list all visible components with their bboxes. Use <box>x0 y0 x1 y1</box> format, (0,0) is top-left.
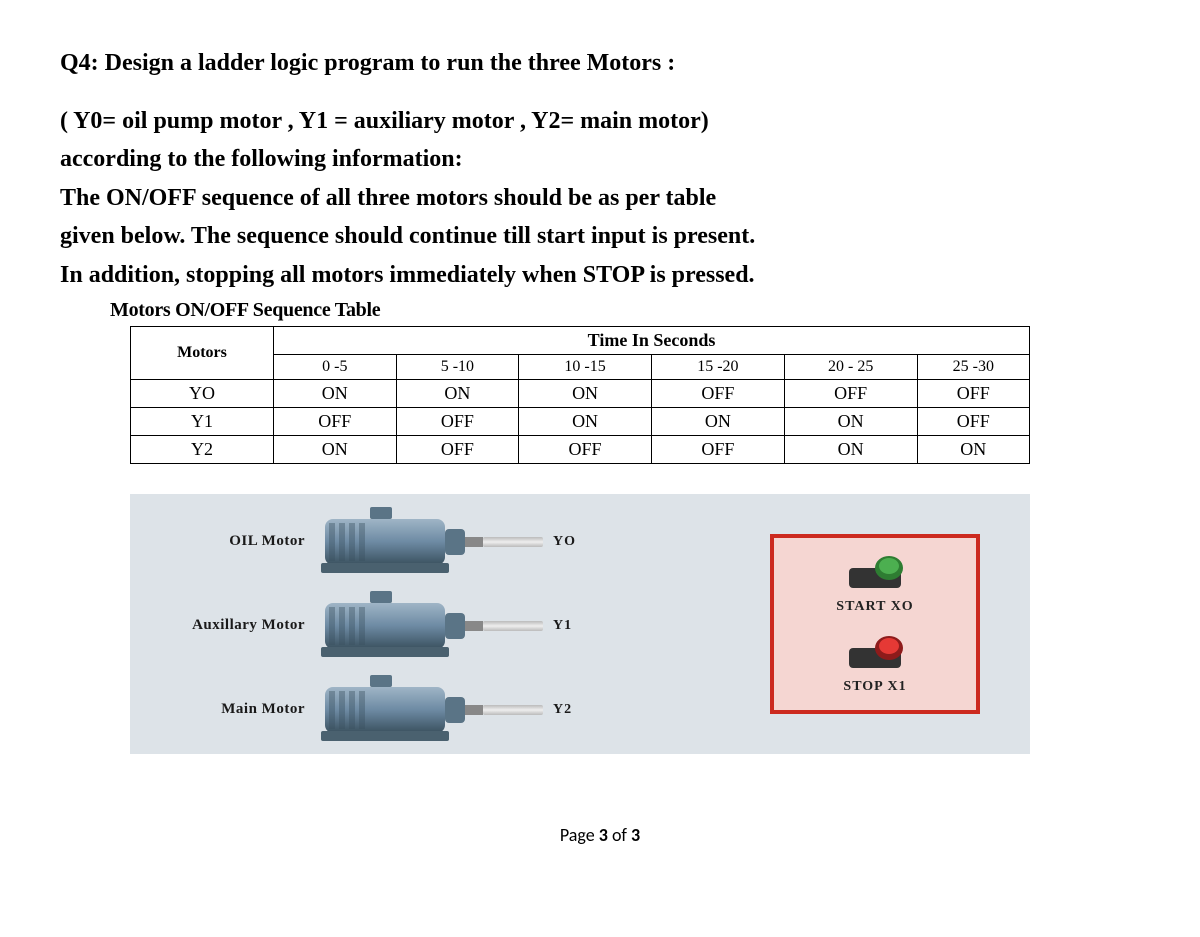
question-line-5: In addition, stopping all motors immedia… <box>60 259 1140 291</box>
row-1-c2: ON <box>519 407 652 435</box>
row-0-c2: ON <box>519 379 652 407</box>
oil-motor-label: OIL Motor <box>130 533 315 550</box>
footer-mid: of <box>608 824 631 846</box>
aux-motor-label: Auxillary Motor <box>130 617 315 634</box>
row-2-c2: OFF <box>519 435 652 463</box>
row-2-c3: OFF <box>651 435 784 463</box>
time-col-0: 0 -5 <box>274 354 397 379</box>
output-yo: YO <box>553 534 576 550</box>
pipe-icon <box>483 705 543 715</box>
button-panel: START XO STOP X1 <box>770 534 980 714</box>
table-row: Y1 OFF OFF ON ON ON OFF <box>131 407 1030 435</box>
row-0-motor: YO <box>131 379 274 407</box>
motor-diagram: OIL Motor YO Auxillary Motor <box>130 494 1030 754</box>
table-corner: Motors <box>131 326 274 379</box>
motor-row-main: Main Motor Y2 <box>130 670 690 750</box>
motor-icon <box>315 589 485 663</box>
output-y2: Y2 <box>553 702 572 718</box>
row-2-c5: ON <box>917 435 1029 463</box>
row-0-c1: ON <box>396 379 519 407</box>
stop-button-icon <box>845 632 905 672</box>
row-1-c5: OFF <box>917 407 1029 435</box>
row-2-c4: ON <box>784 435 917 463</box>
time-col-5: 25 -30 <box>917 354 1029 379</box>
sequence-table: Motors Time In Seconds 0 -5 5 -10 10 -15… <box>130 326 1030 464</box>
time-col-3: 15 -20 <box>651 354 784 379</box>
time-col-4: 20 - 25 <box>784 354 917 379</box>
time-col-2: 10 -15 <box>519 354 652 379</box>
row-2-c0: ON <box>274 435 397 463</box>
question-line-2: according to the following information: <box>60 143 1140 175</box>
row-0-c0: ON <box>274 379 397 407</box>
time-header: Time In Seconds <box>274 326 1030 354</box>
start-label: START XO <box>836 599 913 615</box>
question-line-1: ( Y0= oil pump motor , Y1 = auxiliary mo… <box>60 105 1140 137</box>
footer-prefix: Page <box>560 824 599 846</box>
pipe-icon <box>483 621 543 631</box>
time-col-1: 5 -10 <box>396 354 519 379</box>
output-y1: Y1 <box>553 618 572 634</box>
question-title: Q4: Design a ladder logic program to run… <box>60 50 1140 77</box>
row-1-c4: ON <box>784 407 917 435</box>
pipe-icon <box>483 537 543 547</box>
row-1-motor: Y1 <box>131 407 274 435</box>
row-1-c1: OFF <box>396 407 519 435</box>
footer-total: 3 <box>631 824 640 846</box>
motor-icon <box>315 673 485 747</box>
stop-label: STOP X1 <box>843 679 906 695</box>
table-row: YO ON ON ON OFF OFF OFF <box>131 379 1030 407</box>
row-1-c0: OFF <box>274 407 397 435</box>
motor-row-oil: OIL Motor YO <box>130 502 690 582</box>
row-0-c5: OFF <box>917 379 1029 407</box>
table-row: Y2 ON OFF OFF OFF ON ON <box>131 435 1030 463</box>
main-motor-label: Main Motor <box>130 701 315 718</box>
row-2-motor: Y2 <box>131 435 274 463</box>
footer-current: 3 <box>599 824 608 846</box>
motor-row-aux: Auxillary Motor Y1 <box>130 586 690 666</box>
question-line-4: given below. The sequence should continu… <box>60 220 1140 252</box>
row-0-c3: OFF <box>651 379 784 407</box>
motor-icon <box>315 505 485 579</box>
table-caption: Motors ON/OFF Sequence Table <box>110 299 1140 322</box>
row-0-c4: OFF <box>784 379 917 407</box>
page-footer: Page 3 of 3 <box>60 824 1140 846</box>
start-button-icon <box>845 552 905 592</box>
row-1-c3: ON <box>651 407 784 435</box>
row-2-c1: OFF <box>396 435 519 463</box>
question-line-3: The ON/OFF sequence of all three motors … <box>60 182 1140 214</box>
